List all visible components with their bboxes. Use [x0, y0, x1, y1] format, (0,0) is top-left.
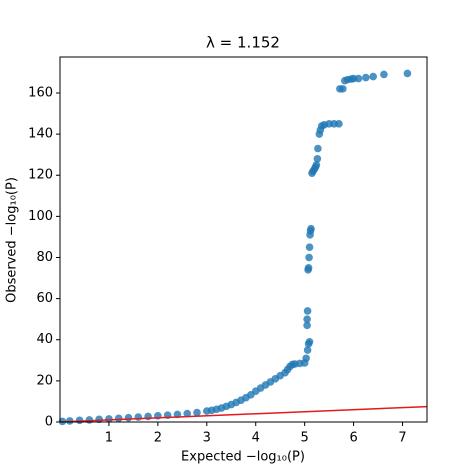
y-tick-label: 40: [36, 332, 53, 347]
x-tick-label: 3: [203, 431, 211, 446]
point: [183, 409, 192, 418]
point: [307, 224, 315, 233]
point: [134, 413, 143, 421]
y-tick-label: 80: [36, 250, 53, 265]
point: [380, 70, 388, 79]
point: [305, 338, 314, 346]
point: [313, 154, 322, 163]
y-tick-label: 160: [28, 85, 53, 100]
y-tick-label: 0: [45, 415, 53, 430]
point: [303, 307, 312, 315]
point: [105, 415, 113, 423]
point: [362, 73, 370, 82]
x-tick-label: 6: [349, 431, 357, 446]
x-tick-label: 2: [154, 431, 162, 446]
point: [339, 85, 347, 93]
reference-line: [59, 405, 428, 423]
y-tick-label: 100: [28, 209, 53, 224]
point: [314, 144, 322, 153]
chart-title: λ = 1.152: [206, 34, 280, 52]
y-tick-label: 20: [36, 373, 53, 388]
x-tick-label: 7: [398, 431, 406, 446]
x-tick-label: 5: [301, 431, 309, 446]
point: [369, 72, 377, 81]
point: [303, 346, 312, 354]
point: [305, 243, 314, 252]
point: [354, 74, 363, 83]
point: [114, 414, 123, 423]
x-tick-label: 4: [252, 431, 260, 446]
point: [124, 413, 133, 422]
point: [304, 263, 313, 272]
point: [303, 321, 311, 330]
x-axis-label: Expected −log₁₀(P): [181, 450, 305, 465]
x-tick-label: 1: [105, 431, 113, 446]
y-tick-label: 60: [36, 291, 53, 306]
point: [335, 120, 343, 128]
point: [305, 253, 313, 262]
point: [302, 354, 310, 363]
point: [193, 408, 201, 417]
plot-frame: [59, 56, 428, 423]
y-axis-label: Observed −log₁₀(P): [5, 177, 20, 303]
point: [403, 69, 412, 78]
point: [95, 415, 103, 424]
point: [303, 315, 311, 323]
y-tick-label: 140: [28, 127, 53, 142]
y-tick-label: 120: [28, 168, 53, 183]
point: [312, 161, 321, 169]
